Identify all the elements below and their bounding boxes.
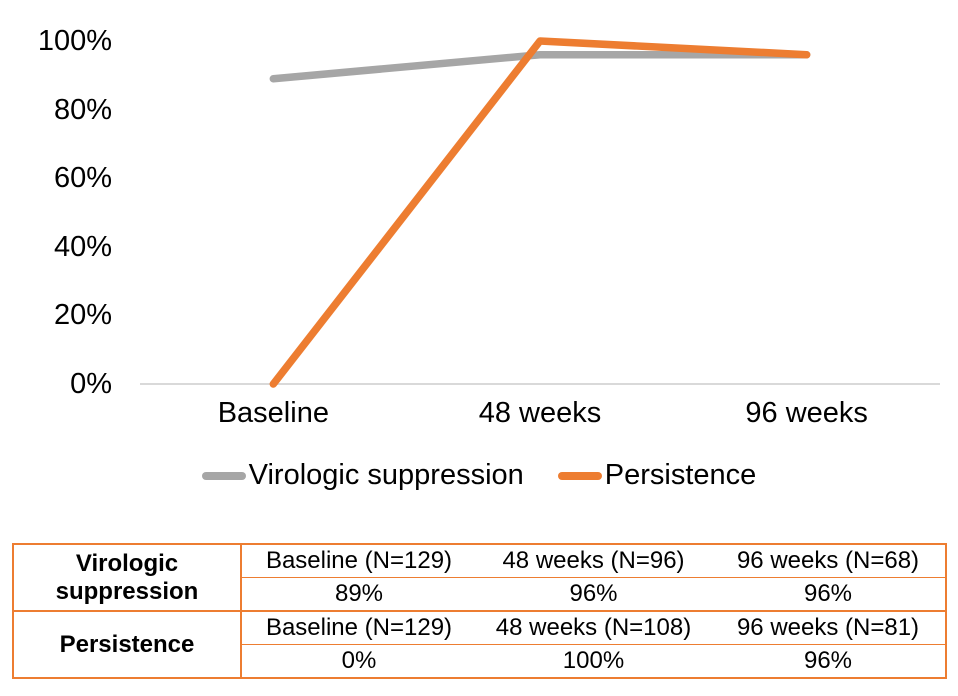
x-category-label: 48 weeks [478, 397, 602, 429]
table-col-header-cell: 96 weeks (N=68) [711, 543, 946, 578]
y-axis: 0% 20% 40% 60% 80% 100% [0, 0, 112, 420]
legend-item-virologic-suppression: Virologic suppression [201, 459, 524, 492]
table-col-header-cell: Baseline (N=129) [241, 543, 476, 578]
table-value-cell: 0% [241, 644, 476, 678]
table-col-header-cell: 48 weeks (N=96) [476, 543, 711, 578]
y-tick-label: 80% [53, 93, 112, 126]
table-row: 89% 96% 96% [13, 577, 946, 611]
table-value-cell: 96% [711, 577, 946, 611]
chart-legend: Virologic suppression Persistence [0, 459, 958, 492]
legend-item-persistence: Persistence [557, 459, 757, 492]
table-col-header-cell: Baseline (N=129) [241, 610, 476, 645]
x-category-label: 96 weeks [745, 397, 868, 429]
table-value-cell: 89% [241, 577, 476, 611]
x-category-label: Baseline [217, 397, 329, 429]
line-chart: 0% 20% 40% 60% 80% 100% Baseline 48 weeks 96 we… [0, 0, 958, 492]
plot-area [140, 37, 940, 388]
legend-swatch-persistence [557, 471, 602, 480]
y-tick-label: 20% [53, 299, 112, 332]
table-col-header-cell: 96 weeks (N=81) [711, 610, 946, 645]
table-row-header-persistence: Persistence [13, 610, 242, 678]
legend-swatch-virologic-suppression [201, 471, 246, 480]
table-value-cell: 96% [476, 577, 711, 611]
legend-label-persistence: Persistence [604, 459, 757, 491]
y-tick-label: 100% [37, 25, 112, 57]
table-row: Virologic suppression Baseline (N=129) 4… [13, 543, 946, 611]
series-line-virologic-suppression [269, 50, 811, 83]
table-row: 0% 100% 96% [13, 644, 946, 678]
y-tick-label: 40% [53, 230, 112, 263]
table-value-cell: 96% [711, 644, 946, 678]
y-tick-label: 60% [53, 162, 112, 195]
table-row: Persistence Baseline (N=129) 48 weeks (N… [13, 610, 946, 678]
series-line-persistence [269, 37, 811, 388]
legend-label-virologic-suppression: Virologic suppression [248, 459, 524, 491]
data-table: Virologic suppression Baseline (N=129) 4… [12, 543, 947, 679]
y-tick-label: 0% [70, 368, 112, 400]
table-row-header-virologic-suppression: Virologic suppression [13, 543, 242, 611]
table-value-cell: 100% [476, 644, 711, 678]
table-col-header-cell: 48 weeks (N=108) [476, 610, 711, 645]
